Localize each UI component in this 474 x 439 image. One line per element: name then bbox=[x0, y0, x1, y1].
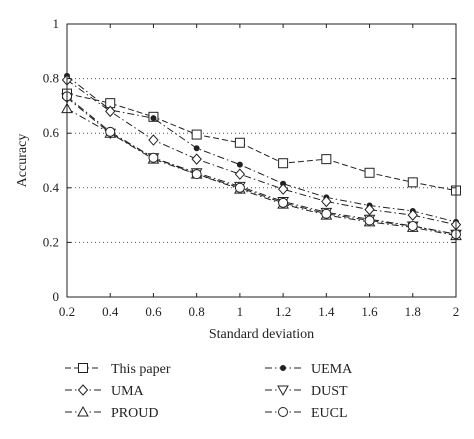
legend-label-dust: DUST bbox=[311, 384, 348, 399]
data-point-this-paper bbox=[278, 158, 289, 169]
grid-lines bbox=[67, 78, 456, 243]
series-line-uema bbox=[66, 75, 457, 223]
data-point-uma bbox=[234, 168, 246, 180]
x-tick-label: 1.6 bbox=[361, 304, 378, 319]
data-point-eucl bbox=[278, 197, 289, 208]
series-uma bbox=[61, 74, 462, 231]
y-tick-label: 0.6 bbox=[43, 125, 60, 140]
data-point-eucl bbox=[321, 208, 332, 219]
legend-marker-proud bbox=[77, 405, 89, 417]
data-point-uma bbox=[321, 195, 332, 208]
data-point-eucl bbox=[191, 169, 202, 180]
data-point-eucl bbox=[148, 152, 159, 163]
y-tick-label: 0 bbox=[53, 289, 60, 304]
series-proud bbox=[61, 102, 462, 241]
data-point-uema bbox=[236, 161, 243, 168]
series-dust bbox=[61, 93, 462, 241]
data-point-eucl bbox=[234, 182, 245, 193]
data-point-uema bbox=[193, 145, 200, 152]
y-tick-label: 1 bbox=[53, 16, 60, 31]
plot-frame bbox=[66, 23, 457, 298]
x-tick-label: 0.4 bbox=[102, 304, 119, 319]
legend-marker-eucl bbox=[278, 407, 288, 417]
x-axis-title: Standard deviation bbox=[209, 327, 314, 342]
data-point-this-paper bbox=[234, 137, 245, 148]
data-point-this-paper bbox=[407, 177, 418, 188]
data-point-uma bbox=[148, 134, 159, 146]
y-tick-label: 0.4 bbox=[43, 180, 60, 195]
x-tick-label: 1 bbox=[237, 304, 244, 319]
legend-item-dust: DUST bbox=[265, 384, 348, 399]
legend-marker-dust bbox=[277, 385, 289, 397]
data-point-uma bbox=[364, 203, 375, 216]
series-line-dust bbox=[66, 97, 457, 235]
series-this-paper bbox=[62, 88, 461, 196]
y-tick-label: 0.2 bbox=[43, 234, 59, 249]
series-line-proud bbox=[66, 108, 457, 237]
series-line-this-paper bbox=[66, 93, 457, 192]
y-axis-title: Accuracy bbox=[15, 134, 30, 188]
data-point-uma bbox=[277, 183, 289, 195]
data-point-eucl bbox=[407, 221, 418, 232]
series-line-eucl bbox=[66, 95, 457, 235]
y-tick-label: 0.8 bbox=[43, 71, 59, 86]
legend-label-uma: UMA bbox=[111, 384, 145, 399]
series-line-uma bbox=[66, 79, 457, 226]
data-point-uema bbox=[150, 115, 157, 122]
legend-label-proud: PROUD bbox=[111, 406, 158, 421]
legend-marker-uma bbox=[77, 384, 89, 396]
x-tick-label: 0.6 bbox=[145, 304, 162, 319]
data-point-uma bbox=[407, 209, 418, 221]
x-tick-label: 1.4 bbox=[318, 304, 335, 319]
series-eucl bbox=[62, 91, 461, 240]
series-uema bbox=[64, 72, 459, 225]
legend-marker-uema bbox=[280, 365, 286, 371]
legend-item-uma: UMA bbox=[65, 384, 145, 399]
x-tick-label: 1.2 bbox=[275, 304, 291, 319]
x-tick-label: 2 bbox=[453, 304, 460, 319]
series-layer bbox=[61, 72, 462, 241]
data-point-eucl bbox=[364, 215, 375, 226]
data-point-this-paper bbox=[191, 129, 202, 140]
legend-label-this-paper: This paper bbox=[111, 362, 171, 377]
data-point-uma bbox=[191, 153, 202, 165]
x-tick-label: 0.2 bbox=[59, 304, 75, 319]
legend-item-uema: UEMA bbox=[265, 362, 353, 377]
legend: This paper UMA PROUD UEMA DUST EUCL bbox=[65, 362, 353, 421]
data-point-eucl bbox=[105, 126, 116, 137]
legend-label-uema: UEMA bbox=[311, 362, 353, 377]
data-point-this-paper bbox=[364, 167, 375, 178]
legend-item-this-paper: This paper bbox=[65, 362, 171, 377]
x-tick-label: 0.8 bbox=[189, 304, 205, 319]
legend-item-proud: PROUD bbox=[65, 405, 158, 421]
axis-ticks: 0.2 0.4 0.6 0.8 1 1.2 1.4 1.6 1.8 200.20.40.60.81 bbox=[43, 16, 460, 319]
x-tick-label: 1.8 bbox=[405, 304, 421, 319]
legend-label-eucl: EUCL bbox=[311, 406, 348, 421]
legend-marker-this-paper bbox=[78, 363, 88, 373]
legend-item-eucl: EUCL bbox=[265, 406, 348, 421]
data-point-uma bbox=[105, 105, 116, 118]
data-point-this-paper bbox=[321, 154, 332, 165]
